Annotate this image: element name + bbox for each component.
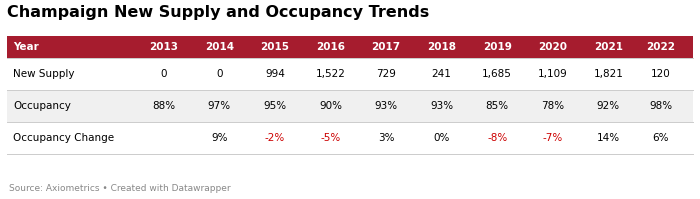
Text: 14%: 14% (596, 133, 620, 143)
Text: 3%: 3% (378, 133, 394, 143)
Bar (7, 122, 693, 154)
Text: 0%: 0% (433, 133, 450, 143)
Text: 1,109: 1,109 (538, 69, 568, 79)
Text: 241: 241 (432, 69, 452, 79)
Text: 85%: 85% (486, 101, 509, 111)
Text: Champaign New Supply and Occupancy Trends: Champaign New Supply and Occupancy Trend… (7, 5, 429, 20)
Text: 78%: 78% (541, 101, 564, 111)
Text: 1,522: 1,522 (316, 69, 345, 79)
Text: Occupancy: Occupancy (13, 101, 71, 111)
Text: 2022: 2022 (646, 42, 676, 52)
Text: 2018: 2018 (427, 42, 456, 52)
Text: -5%: -5% (321, 133, 341, 143)
Bar (7, 36, 693, 58)
Text: 729: 729 (376, 69, 396, 79)
Text: 95%: 95% (263, 101, 286, 111)
Text: 0: 0 (216, 69, 223, 79)
Text: 93%: 93% (374, 101, 398, 111)
Text: 2013: 2013 (149, 42, 178, 52)
Bar (7, 90, 693, 122)
Text: 120: 120 (651, 69, 671, 79)
Bar (7, 58, 693, 90)
Text: -8%: -8% (487, 133, 508, 143)
Text: New Supply: New Supply (13, 69, 74, 79)
Text: 1,685: 1,685 (482, 69, 512, 79)
Text: 2019: 2019 (483, 42, 512, 52)
Text: 1,821: 1,821 (594, 69, 623, 79)
Text: 2016: 2016 (316, 42, 345, 52)
Text: 93%: 93% (430, 101, 453, 111)
Text: 97%: 97% (208, 101, 231, 111)
Text: -2%: -2% (265, 133, 285, 143)
Text: Year: Year (13, 42, 38, 52)
Text: 6%: 6% (652, 133, 669, 143)
Text: 2020: 2020 (538, 42, 567, 52)
Text: 2014: 2014 (205, 42, 234, 52)
Text: 98%: 98% (649, 101, 672, 111)
Text: 92%: 92% (596, 101, 620, 111)
Text: -7%: -7% (542, 133, 563, 143)
Text: 88%: 88% (152, 101, 175, 111)
Text: Occupancy Change: Occupancy Change (13, 133, 114, 143)
Text: 90%: 90% (319, 101, 342, 111)
Text: 2017: 2017 (372, 42, 400, 52)
Text: 9%: 9% (211, 133, 228, 143)
Text: Source: Axiometrics • Created with Datawrapper: Source: Axiometrics • Created with Dataw… (9, 184, 230, 193)
Text: 994: 994 (265, 69, 285, 79)
Text: 0: 0 (160, 69, 167, 79)
Text: 2015: 2015 (260, 42, 289, 52)
Text: 2021: 2021 (594, 42, 623, 52)
